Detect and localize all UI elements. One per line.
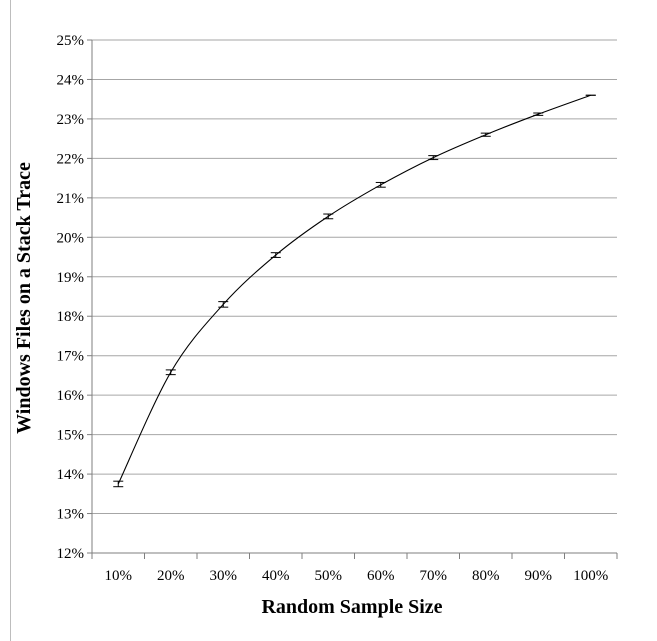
series-line — [117, 94, 591, 485]
series-layer — [117, 94, 591, 485]
error-bar — [533, 112, 544, 116]
x-tick-label: 50% — [315, 568, 343, 584]
x-tick-label: 70% — [420, 568, 448, 584]
x-tick-label: 80% — [472, 568, 500, 584]
y-tick-label: 22% — [57, 151, 85, 167]
error-bar — [428, 155, 439, 161]
y-tick-label: 23% — [57, 112, 85, 128]
y-tick-label: 12% — [57, 546, 85, 562]
error-bars — [113, 94, 596, 488]
error-bar — [480, 132, 491, 137]
y-tick-label: 13% — [57, 507, 85, 523]
error-bar — [113, 480, 124, 488]
y-tick-label: 15% — [57, 428, 85, 444]
frame-border — [10, 0, 11, 641]
error-bar — [375, 181, 386, 188]
y-tick-label: 21% — [57, 191, 85, 207]
axes — [87, 39, 618, 559]
error-bar — [323, 213, 334, 220]
y-tick-labels: 12% 13% 14% 15% 16% 17% 18% 19% 20% 21% 22% 23% 24% 2… — [57, 33, 85, 562]
y-tick-label: 18% — [57, 309, 85, 325]
x-tick-label: 40% — [262, 568, 290, 584]
x-tick-label: 90% — [525, 568, 553, 584]
x-tick-labels: 10% 20% 30% 40% 50% 60% 70% 80% 90% 100% — [105, 568, 609, 584]
x-tick-label: 30% — [210, 568, 238, 584]
y-tick-label: 25% — [57, 33, 85, 49]
error-bar — [165, 369, 176, 376]
y-tick-label: 14% — [57, 467, 85, 483]
error-bar — [270, 252, 281, 258]
error-bar — [218, 301, 229, 308]
y-tick-label: 16% — [57, 388, 85, 404]
x-tick-label: 100% — [573, 568, 608, 584]
y-tick-label: 19% — [57, 270, 85, 286]
x-tick-label: 20% — [157, 568, 185, 584]
x-tick-label: 60% — [367, 568, 395, 584]
y-tick-label: 24% — [57, 72, 85, 88]
y-axis-title: Windows Files on a Stack Trace — [13, 162, 35, 434]
y-tick-label: 17% — [57, 349, 85, 365]
x-axis-title: Random Sample Size — [261, 596, 442, 618]
gridlines — [92, 39, 617, 515]
y-tick-label: 20% — [57, 230, 85, 246]
x-tick-label: 10% — [105, 568, 133, 584]
